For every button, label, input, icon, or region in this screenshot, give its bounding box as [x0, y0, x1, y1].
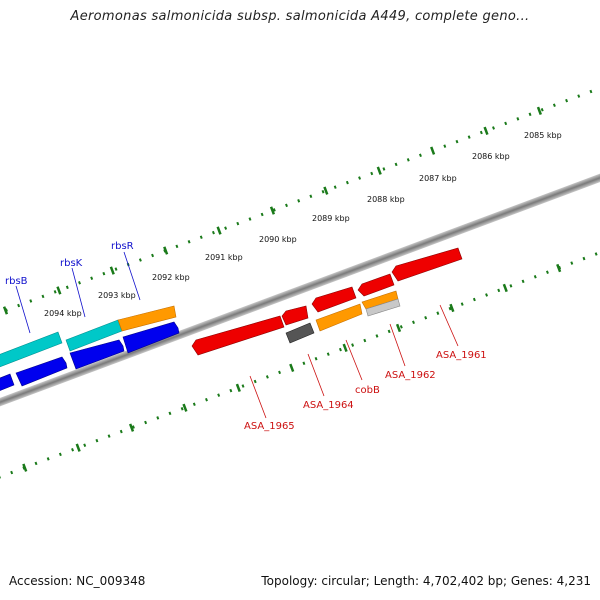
ruler-major-tick: [109, 266, 115, 275]
cds-silver-small[interactable]: [365, 298, 401, 317]
gene-label-cobB[interactable]: cobB: [355, 385, 380, 396]
ruler-inner-tick: [449, 303, 455, 313]
tick-label-2088: 2088 kbp: [367, 195, 405, 204]
gene-label-ASA_1962[interactable]: ASA_1962: [385, 370, 436, 381]
topology-text: Topology: circular; Length: 4,702,402 bp…: [261, 574, 591, 588]
gene-ASA_1961-arrow[interactable]: [391, 247, 463, 282]
tick-label-2089: 2089 kbp: [312, 214, 350, 223]
gene-label-ASA_1964[interactable]: ASA_1964: [303, 400, 354, 411]
ruler-major-tick: [323, 186, 329, 195]
ruler-major-tick: [430, 146, 436, 155]
ruler-major-tick: [2, 306, 9, 315]
gene-label-ASA_1965[interactable]: ASA_1965: [244, 421, 295, 432]
ruler-major-tick: [56, 286, 62, 295]
gene-label-rbsK[interactable]: rbsK: [60, 258, 83, 269]
ruler-inner-tick: [75, 443, 81, 452]
ruler-major-tick: [483, 126, 489, 135]
ruler-major-tick: [163, 246, 169, 255]
cds-blue-3[interactable]: [69, 339, 125, 370]
ruler-major-tick: [216, 226, 222, 235]
ruler-outer: [0, 69, 600, 353]
ruler-inner-tick: [128, 423, 135, 432]
cds-blue-2[interactable]: [15, 356, 68, 387]
gene-ASA_1965-arrow[interactable]: [191, 315, 285, 356]
tick-label-2085: 2085 kbp: [524, 131, 562, 140]
forward-strand-features: [0, 305, 180, 393]
reverse-strand-features: [191, 247, 463, 356]
label-leaders: [15, 251, 459, 419]
ruler-inner-tick: [502, 283, 508, 293]
cds-blue-1[interactable]: [0, 373, 15, 393]
gene-rbsR-arrow[interactable]: [117, 305, 177, 332]
ruler-inner-tick: [289, 363, 295, 373]
tick-label-2087: 2087 kbp: [419, 174, 457, 183]
tick-label-2090: 2090 kbp: [259, 235, 297, 244]
ruler-inner-tick: [556, 263, 562, 273]
ruler-inner-tick: [22, 463, 28, 472]
gene-ASA_1964-arrow[interactable]: [285, 322, 315, 344]
tick-label-2092: 2092 kbp: [152, 273, 190, 282]
cds-red-small[interactable]: [281, 305, 309, 326]
cds-blue-4[interactable]: [122, 321, 180, 354]
ruler-inner-ticks: [22, 263, 562, 472]
cds-red-mid[interactable]: [311, 286, 357, 313]
gene-cobB-arrow[interactable]: [315, 303, 363, 332]
tick-label-2093: 2093 kbp: [98, 291, 136, 300]
ruler-major-tick: [536, 106, 542, 115]
gene-label-rbsB[interactable]: rbsB: [5, 276, 28, 287]
ruler-inner-tick: [235, 383, 241, 392]
gene-ASA_1962-arrow[interactable]: [357, 273, 395, 297]
ruler-inner-tick: [395, 323, 402, 333]
genome-backbone: [0, 146, 600, 434]
tick-label-2086: 2086 kbp: [472, 152, 510, 161]
ruler-major-tick: [376, 166, 382, 175]
gene-label-rbsR[interactable]: rbsR: [111, 241, 134, 252]
tick-label-2094: 2094 kbp: [44, 309, 82, 318]
genome-title: Aeromonas salmonicida subsp. salmonicida…: [70, 9, 530, 24]
gene-rbsB-arrow[interactable]: [0, 331, 63, 373]
accession-text: Accession: NC_009348: [9, 574, 146, 588]
ruler-major-tick: [269, 206, 276, 215]
ruler-inner-tick: [342, 343, 348, 353]
gene-label-ASA_1961[interactable]: ASA_1961: [436, 350, 487, 361]
ruler-inner: [0, 214, 600, 498]
ruler-inner-tick: [182, 403, 188, 412]
ruler-major-ticks: [2, 106, 542, 315]
tick-label-2091: 2091 kbp: [205, 253, 243, 262]
